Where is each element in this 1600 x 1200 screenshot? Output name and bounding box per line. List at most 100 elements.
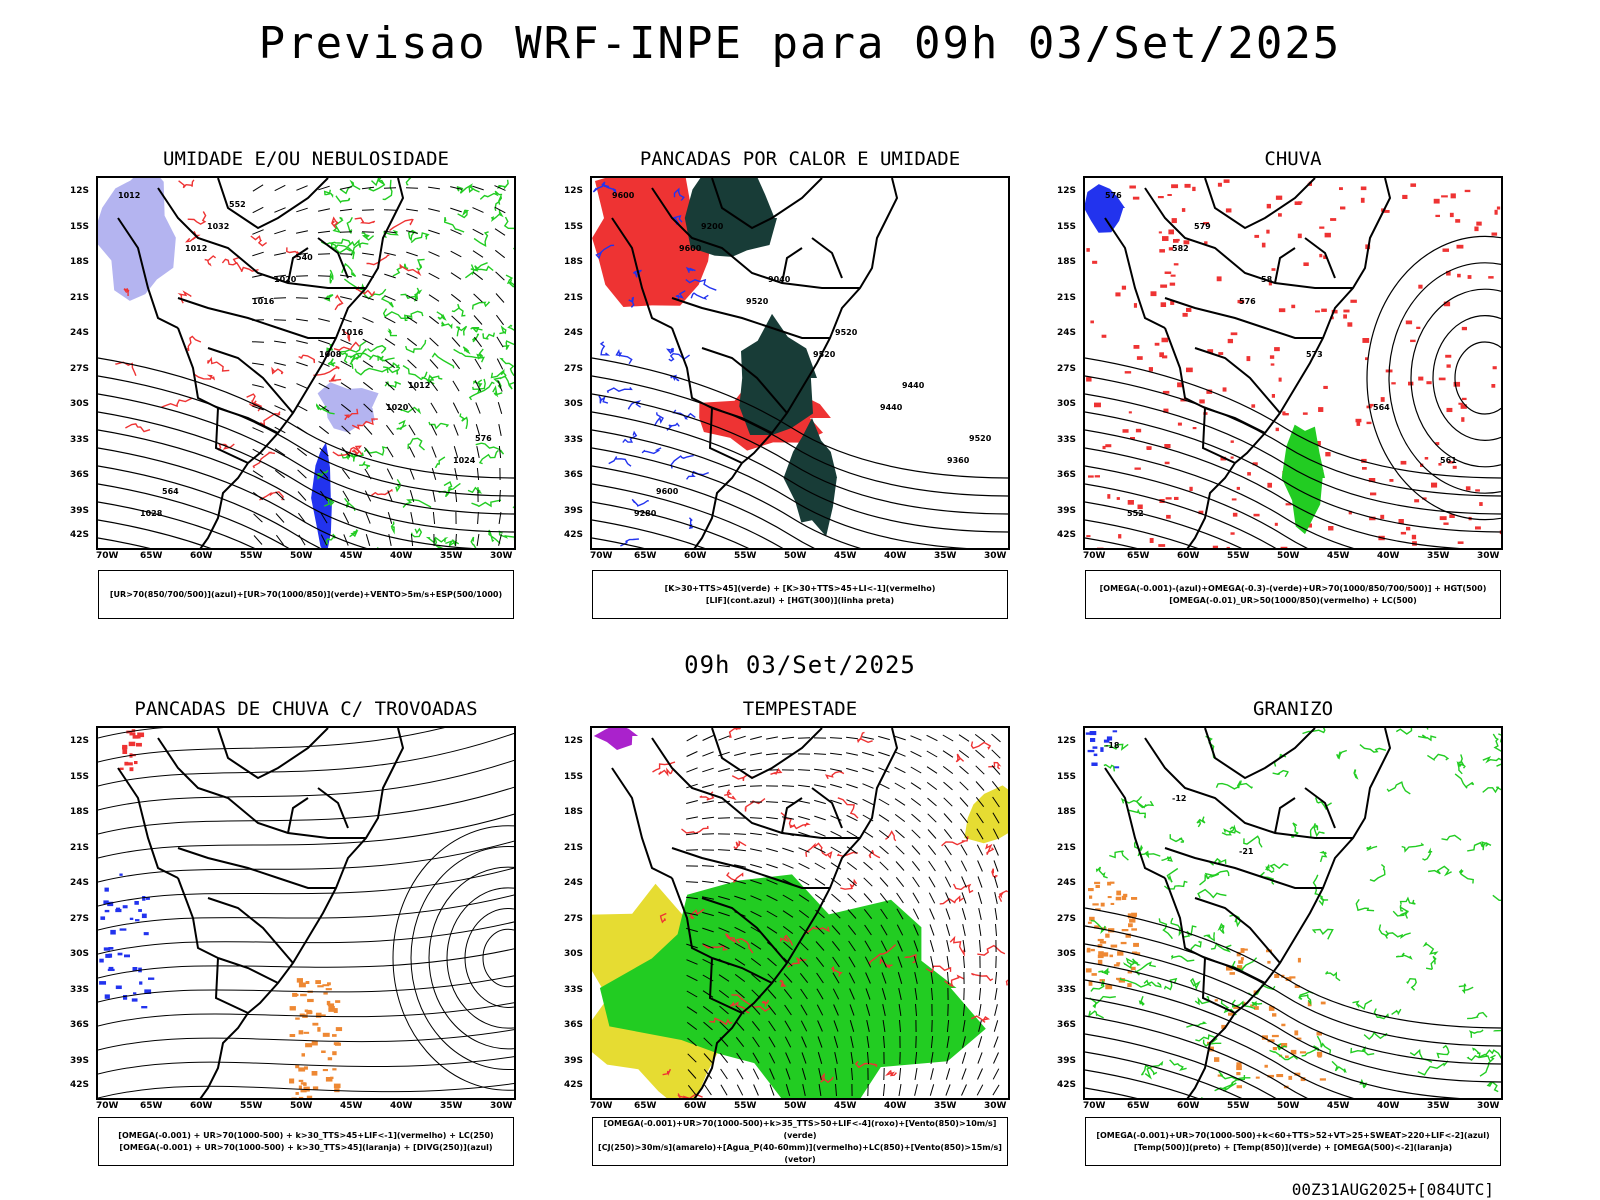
unstable-area: [739, 313, 817, 435]
contour-label: 9280: [634, 509, 657, 518]
contour-label: 1032: [207, 222, 229, 231]
divergence-area: [99, 873, 155, 1009]
latitude-tick-label: 21S: [564, 842, 584, 853]
panel-title: UMIDADE E/OU NEBULOSIDADE: [163, 148, 449, 170]
latitude-tick-label: 12S: [70, 736, 90, 746]
latitude-tick-label: 12S: [564, 736, 584, 746]
longitude-tick-label: 30W: [1477, 1101, 1500, 1111]
coastline-borders: [117, 728, 405, 1098]
contour-label: 564: [1373, 403, 1390, 412]
latitude-tick-label: 15S: [1057, 221, 1077, 232]
latitude-tick-label: 18S: [70, 807, 90, 817]
longitude-tick-label: 50W: [784, 1101, 807, 1111]
latitude-tick-label: 42S: [70, 1080, 90, 1090]
contour-label: 1012: [118, 191, 140, 200]
latitude-tick-label: 42S: [1057, 1080, 1077, 1090]
wind-vectors: [685, 733, 1001, 1097]
contour-label: 9200: [701, 222, 724, 231]
wind-vectors: [251, 184, 506, 547]
pressure-contours: [98, 357, 514, 548]
longitude-tick-label: 30W: [490, 551, 513, 561]
latitude-tick-label: 24S: [70, 878, 90, 888]
high-humidity-area: [98, 178, 176, 301]
latitude-tick-label: 36S: [564, 470, 584, 480]
latitude-tick-label: 21S: [1057, 842, 1077, 853]
latitude-axis: 12S 15S 18S 21S 24S 27S 30S 33S 36S 39S 42S: [68, 176, 94, 550]
latitude-tick-label: 33S: [564, 984, 584, 995]
latitude-tick-label: 36S: [1057, 1020, 1077, 1030]
legend-line: [OMEGA(-0.01)_UR>50(1000/850)(vermelho) …: [1169, 595, 1417, 605]
latitude-axis: 12S 15S 18S 21S 24S 27S 30S 33S 36S 39S 42S: [1055, 726, 1081, 1100]
legend-line: [OMEGA(-0.001)+UR>70(1000-500)+k<60+TTS>…: [1096, 1130, 1490, 1140]
longitude-tick-label: 50W: [784, 551, 807, 561]
longitude-axis: 70W 65W 60W 55W 50W 45W 40W 35W 30W: [1083, 1101, 1503, 1113]
panel-legend: [OMEGA(-0.001) + UR>70(1000-500) + k>30_…: [98, 1117, 514, 1166]
contour-label: 1012: [185, 244, 207, 253]
latitude-tick-label: 27S: [1057, 363, 1077, 374]
forecast-map: [590, 726, 1010, 1100]
latitude-tick-label: 39S: [70, 1055, 90, 1066]
panel-title: CHUVA: [1264, 148, 1322, 170]
latitude-tick-label: 36S: [70, 1020, 90, 1030]
longitude-tick-label: 30W: [1477, 551, 1500, 561]
latitude-tick-label: 33S: [70, 984, 90, 995]
panel-title: GRANIZO: [1252, 698, 1334, 720]
longitude-tick-label: 60W: [684, 551, 707, 561]
legend-line: [LIF](cont.azul) + [HGT(300)](linha pret…: [705, 595, 895, 605]
longitude-tick-label: 70W: [1083, 551, 1106, 561]
contour-label: 576: [1239, 297, 1256, 306]
panel-title: PANCADAS DE CHUVA C/ TROVOADAS: [134, 698, 478, 720]
latitude-tick-label: 39S: [1057, 1055, 1077, 1066]
longitude-axis: 70W 65W 60W 55W 50W 45W 40W 35W 30W: [96, 1101, 516, 1113]
high-humidity-area: [317, 382, 379, 433]
panel-legend: [OMEGA(-0.001)+UR>70(1000-500)+k<60+TTS>…: [1085, 1117, 1501, 1166]
longitude-axis: 70W 65W 60W 55W 50W 45W 40W 35W 30W: [590, 1101, 1010, 1113]
longitude-tick-label: 65W: [140, 551, 163, 561]
latitude-tick-label: 18S: [1057, 807, 1077, 817]
forecast-map: 1012 1012 1016 1008 1020 1024 1028 1032 1020 1016…: [96, 176, 516, 550]
streamlines: [98, 728, 514, 1098]
unstable-area: [684, 178, 777, 257]
longitude-tick-label: 35W: [1427, 551, 1450, 561]
pressure-contours: [592, 357, 1008, 548]
latitude-tick-label: 15S: [70, 771, 90, 782]
longitude-tick-label: 45W: [1327, 551, 1350, 561]
omega-area: [1207, 948, 1326, 1089]
contour-label: 1016: [252, 297, 275, 306]
longitude-tick-label: 65W: [140, 1101, 163, 1111]
panel-legend: [K>30+TTS>45](verde) + [K>30+TTS>45+LI<-…: [592, 570, 1008, 619]
forecast-map: 576 582 576 573 564 561 552 579 58: [1083, 176, 1503, 550]
contour-label: 9440: [902, 381, 925, 390]
latitude-tick-label: 27S: [564, 913, 584, 924]
hail-area: [1085, 730, 1120, 769]
longitude-tick-label: 50W: [290, 1101, 313, 1111]
contour-label: 58: [1261, 275, 1273, 284]
latitude-tick-label: 36S: [1057, 470, 1077, 480]
coastline-borders: [1104, 178, 1392, 548]
latitude-tick-label: 30S: [70, 399, 90, 409]
latitude-axis: 12S 15S 18S 21S 24S 27S 30S 33S 36S 39S 42S: [1055, 176, 1081, 550]
latitude-tick-label: 24S: [564, 328, 584, 338]
forecast-map: 9600 9600 9520 9520 9440 9360 9280 9200 9040 9520…: [590, 176, 1010, 550]
contour-label: 9520: [835, 328, 858, 337]
latitude-tick-label: 21S: [70, 292, 90, 303]
latitude-tick-label: 42S: [564, 530, 584, 540]
longitude-tick-label: 30W: [984, 551, 1007, 561]
longitude-tick-label: 65W: [1127, 1101, 1150, 1111]
longitude-axis: 70W 65W 60W 55W 50W 45W 40W 35W 30W: [590, 551, 1010, 563]
legend-line: [UR>70(850/700/500)](azul)+[UR>70(1000/8…: [109, 589, 503, 599]
latitude-tick-label: 21S: [70, 842, 90, 853]
latitude-tick-label: 39S: [70, 505, 90, 516]
longitude-tick-label: 40W: [1377, 1101, 1400, 1111]
low-level-humidity-contours: [315, 178, 514, 548]
contour-label: -21: [1239, 847, 1254, 856]
latitude-tick-label: 12S: [70, 186, 90, 196]
contour-label: 576: [1105, 191, 1122, 200]
latitude-tick-label: 33S: [70, 434, 90, 445]
latitude-tick-label: 39S: [564, 1055, 584, 1066]
latitude-tick-label: 18S: [1057, 257, 1077, 267]
contour-label: 9520: [746, 297, 769, 306]
latitude-tick-label: 42S: [564, 1080, 584, 1090]
longitude-tick-label: 50W: [1277, 551, 1300, 561]
legend-line: [OMEGA(-0.001)-(azul)+OMEGA(-0.3)-(verde…: [1099, 583, 1487, 593]
